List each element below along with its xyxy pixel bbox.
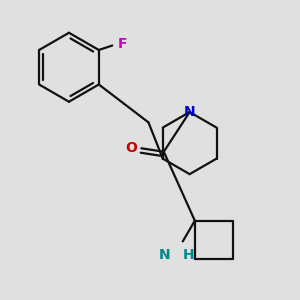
- Text: N: N: [159, 248, 171, 262]
- Text: N: N: [184, 105, 196, 119]
- Text: O: O: [125, 141, 137, 155]
- Text: F: F: [118, 37, 127, 51]
- Text: H: H: [183, 248, 194, 262]
